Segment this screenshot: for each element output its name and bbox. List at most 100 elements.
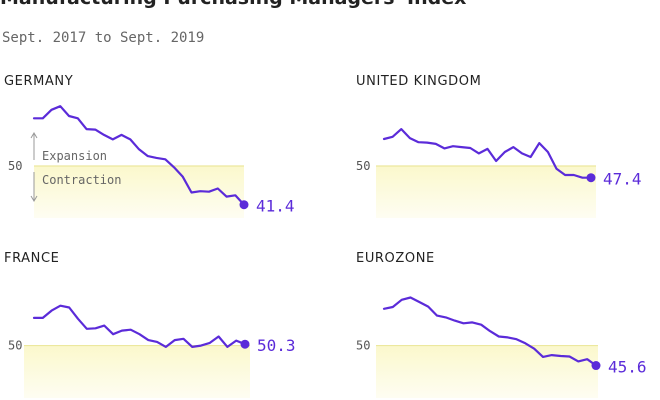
data-point-united-kingdom-3: [409, 137, 411, 139]
series-line-eurozone: [382, 296, 598, 367]
contraction-band-eurozone: [376, 345, 598, 398]
data-point-france-23: [235, 340, 237, 342]
data-point-eurozone-7: [445, 316, 447, 318]
data-point-united-kingdom-2: [400, 128, 402, 130]
data-point-united-kingdom-4: [418, 141, 420, 143]
data-point-eurozone-18: [542, 356, 544, 358]
data-point-france-21: [218, 336, 220, 338]
data-point-france-11: [130, 329, 132, 331]
data-point-united-kingdom-0: [383, 138, 385, 140]
baseline-label-germany: 50: [8, 159, 22, 173]
end-point-eurozone: [591, 361, 601, 371]
data-point-germany-15: [164, 158, 166, 160]
contraction-band-united-kingdom: [376, 166, 596, 218]
data-point-germany-13: [147, 155, 149, 157]
data-point-france-15: [165, 346, 167, 348]
last-value-label-united-kingdom: 47.4: [603, 170, 642, 189]
data-point-france-4: [68, 306, 70, 308]
data-point-france-7: [95, 327, 97, 329]
panel-title-germany: GERMANY: [4, 74, 74, 89]
data-point-france-2: [51, 310, 53, 312]
data-point-united-kingdom-20: [556, 168, 558, 170]
data-point-eurozone-5: [427, 306, 429, 308]
expansion-arrowhead: [30, 132, 38, 139]
data-point-united-kingdom-12: [487, 148, 489, 150]
data-point-france-18: [191, 346, 193, 348]
data-point-france-5: [77, 318, 79, 320]
data-point-france-9: [112, 333, 114, 335]
data-point-germany-19: [199, 190, 201, 192]
data-point-france-10: [121, 330, 123, 332]
data-point-eurozone-4: [418, 301, 420, 303]
data-point-germany-10: [121, 134, 123, 136]
data-point-united-kingdom-13: [495, 160, 497, 162]
chart-title: Manufacturing Purchasing Managers' Index: [0, 0, 660, 13]
annotation-contraction: Contraction: [42, 173, 121, 187]
data-point-united-kingdom-14: [504, 151, 506, 153]
data-point-germany-23: [234, 194, 236, 196]
data-point-eurozone-9: [463, 322, 465, 324]
data-point-france-0: [33, 317, 35, 319]
data-point-united-kingdom-18: [538, 142, 540, 144]
data-point-united-kingdom-1: [392, 136, 394, 138]
data-point-germany-22: [226, 196, 228, 198]
data-point-germany-1: [42, 117, 44, 119]
end-point-france: [240, 339, 250, 349]
data-point-eurozone-16: [524, 342, 526, 344]
data-point-united-kingdom-23: [581, 177, 583, 179]
data-point-france-1: [42, 317, 44, 319]
data-point-united-kingdom-10: [469, 147, 471, 149]
baseline-label-united-kingdom: 50: [356, 159, 370, 173]
data-point-eurozone-10: [471, 321, 473, 323]
data-point-eurozone-19: [551, 354, 553, 356]
data-point-france-22: [226, 346, 228, 348]
panel-title-france: FRANCE: [4, 251, 60, 266]
data-point-united-kingdom-7: [443, 147, 445, 149]
baseline-label-france: 50: [8, 339, 22, 353]
data-point-eurozone-21: [569, 355, 571, 357]
last-value-label-france: 50.3: [257, 336, 296, 355]
data-point-france-14: [156, 341, 158, 343]
data-point-germany-5: [77, 117, 79, 119]
data-point-united-kingdom-16: [521, 152, 523, 154]
last-value-label-germany: 41.4: [256, 197, 295, 216]
data-point-germany-2: [51, 109, 53, 111]
data-point-eurozone-13: [498, 336, 500, 338]
last-value-label-eurozone: 45.6: [608, 358, 647, 377]
data-point-germany-14: [156, 157, 158, 159]
end-point-germany: [239, 200, 249, 210]
data-point-eurozone-11: [480, 324, 482, 326]
data-point-germany-4: [68, 115, 70, 117]
data-point-eurozone-23: [586, 358, 588, 360]
data-point-germany-7: [94, 129, 96, 131]
data-point-germany-17: [182, 176, 184, 178]
data-point-germany-21: [217, 188, 219, 190]
series-line-france: [32, 304, 247, 348]
data-point-united-kingdom-8: [452, 145, 454, 147]
data-point-eurozone-2: [401, 299, 403, 301]
panel-title-united-kingdom: UNITED KINGDOM: [356, 74, 482, 89]
data-point-united-kingdom-15: [512, 146, 514, 148]
data-point-united-kingdom-17: [530, 156, 532, 158]
data-point-eurozone-22: [577, 360, 579, 362]
data-point-germany-0: [33, 117, 35, 119]
panel-title-eurozone: EUROZONE: [356, 251, 435, 266]
data-point-eurozone-0: [383, 308, 385, 310]
contraction-arrowhead: [30, 195, 38, 202]
data-point-united-kingdom-19: [547, 151, 549, 153]
data-point-france-19: [200, 345, 202, 347]
data-point-france-6: [86, 328, 88, 330]
data-point-united-kingdom-5: [426, 142, 428, 144]
data-point-germany-9: [112, 138, 114, 140]
data-point-eurozone-1: [392, 306, 394, 308]
data-point-eurozone-17: [533, 348, 535, 350]
series-line-germany: [32, 105, 246, 206]
data-point-germany-8: [103, 134, 105, 136]
data-point-eurozone-3: [410, 296, 412, 298]
data-point-france-13: [147, 339, 149, 341]
data-point-germany-12: [138, 148, 140, 150]
data-point-france-8: [103, 325, 105, 327]
data-point-france-20: [209, 342, 211, 344]
data-point-eurozone-8: [454, 320, 456, 322]
